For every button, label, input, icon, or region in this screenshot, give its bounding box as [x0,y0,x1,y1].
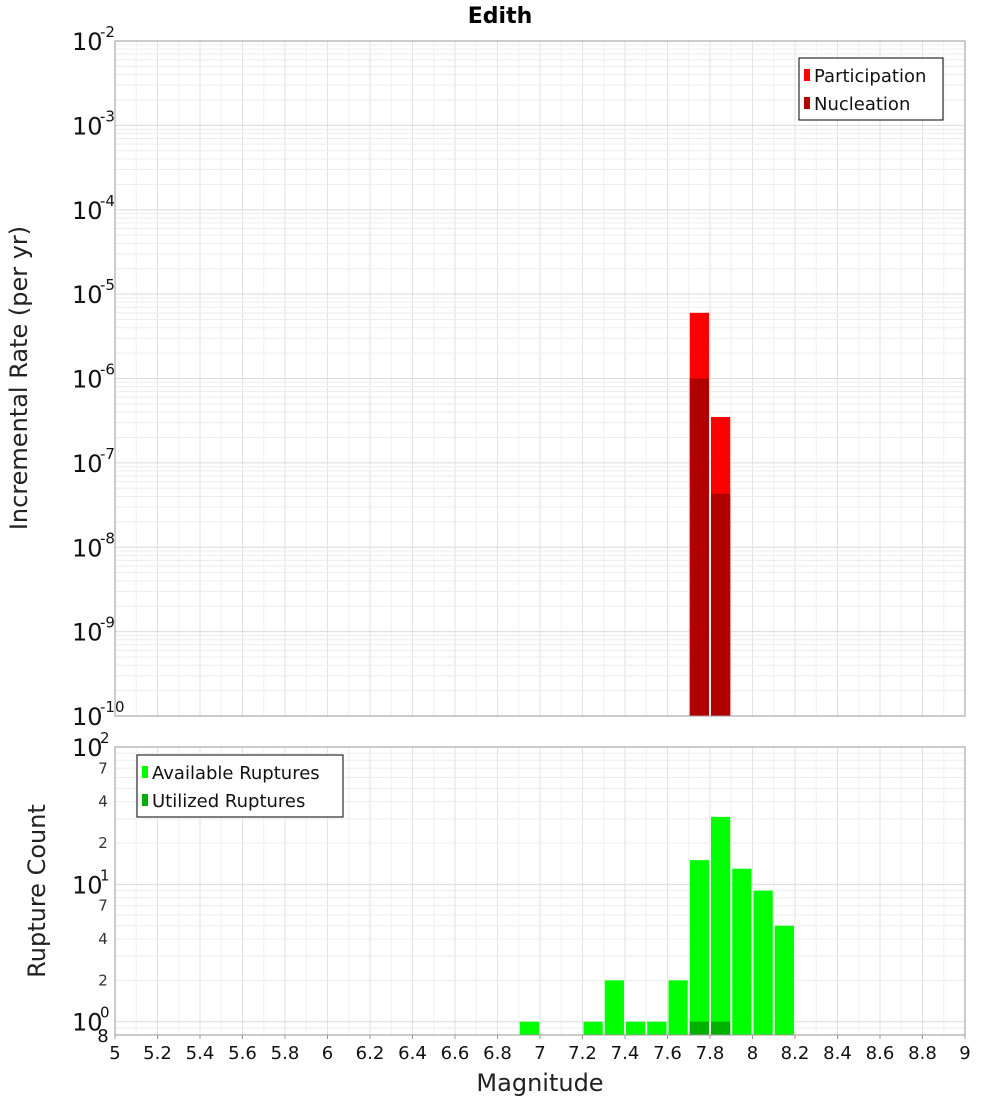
x-tick-label: 9 [959,1043,970,1064]
x-tick-label: 7.4 [611,1043,640,1064]
bottom-y-axis-label: Rupture Count [23,804,51,978]
top-legend-label: Participation [814,66,926,87]
x-tick-label: 6.6 [441,1043,470,1064]
x-tick-label: 5.8 [271,1043,300,1064]
top-y-tick-label: 10 [72,703,103,731]
bottom-bar-available-ruptures [774,925,794,1035]
x-tick-label: 5.6 [228,1043,257,1064]
bottom-y-tick-exponent: 0 [100,1004,110,1022]
x-tick-label: 8.4 [823,1043,852,1064]
top-y-tick-exponent: -3 [100,107,115,125]
bottom-bar-available-ruptures [647,1021,667,1035]
top-y-tick-label: 10 [72,619,103,647]
bottom-bar-available-ruptures [732,868,752,1035]
bottom-legend-label: Utilized Ruptures [152,791,305,812]
bottom-bar-available-ruptures [689,860,709,1035]
top-y-tick-exponent: -9 [100,614,115,632]
bottom-bar-available-ruptures [753,890,773,1035]
top-legend-box [798,57,944,121]
bottom-y-minor-tick-label: 4 [98,930,108,948]
x-tick-label: 5.4 [186,1043,215,1064]
x-tick-label: 7.8 [696,1043,725,1064]
bottom-bar-available-ruptures [519,1021,539,1035]
top-legend-label: Nucleation [814,94,910,115]
bottom-legend-label: Available Ruptures [152,763,320,784]
bottom-y-minor-tick-label: 8 [97,1026,108,1047]
x-axis-label: Magnitude [476,1069,603,1097]
bottom-y-minor-tick-label: 2 [98,834,108,852]
top-y-tick-exponent: -5 [100,276,115,294]
top-y-tick-label: 10 [72,450,103,478]
bottom-y-minor-tick-label: 4 [98,793,108,811]
x-tick-label: 8.2 [781,1043,810,1064]
top-y-tick-exponent: -4 [100,192,115,210]
x-tick-label: 5.2 [143,1043,172,1064]
bottom-bar-utilized-ruptures [689,1021,709,1035]
x-tick-label: 8 [747,1043,758,1064]
x-tick-label: 7.6 [653,1043,682,1064]
x-tick-label: 6 [322,1043,333,1064]
x-tick-label: 6.2 [356,1043,385,1064]
bottom-bar-available-ruptures [668,980,688,1035]
top-legend-swatch [804,69,810,81]
chart-title: Edith [468,4,533,29]
top-y-tick-label: 10 [72,281,103,309]
top-y-tick-exponent: -7 [100,445,115,463]
x-tick-label: 5 [109,1043,120,1064]
bottom-y-tick-label: 10 [72,1009,103,1037]
top-y-tick-exponent: -8 [100,529,115,547]
bottom-bar-utilized-ruptures [711,1021,731,1035]
bottom-bar-available-ruptures [604,980,624,1035]
top-bar-nucleation [689,378,709,716]
top-y-tick-exponent: -2 [100,23,115,41]
x-tick-label: 6.8 [483,1043,512,1064]
top-y-tick-exponent: -10 [100,698,125,716]
bottom-y-tick-label: 10 [72,871,103,899]
bottom-bar-available-ruptures [711,816,731,1035]
bottom-bar-available-ruptures [626,1021,646,1035]
bottom-legend-swatch [142,794,148,806]
top-y-tick-label: 10 [72,366,103,394]
bottom-legend-box [136,754,344,818]
bottom-y-tick-exponent: 1 [100,866,110,884]
bottom-y-tick-exponent: 2 [100,729,110,747]
top-y-tick-exponent: -6 [100,361,115,379]
top-y-axis-label: Incremental Rate (per yr) [5,226,33,530]
top-y-tick-label: 10 [72,197,103,225]
bottom-y-minor-tick-label: 2 [98,971,108,989]
top-plot-frame [114,40,966,717]
x-tick-label: 8.6 [866,1043,895,1064]
x-tick-label: 8.8 [908,1043,937,1064]
top-y-tick-label: 10 [72,112,103,140]
bottom-y-tick-label: 10 [72,734,103,762]
bottom-y-minor-tick-label: 7 [98,897,108,915]
top-legend-swatch [804,97,810,109]
top-y-tick-label: 10 [72,534,103,562]
incremental-rate-chart: 10-1010-910-810-710-610-510-410-310-2Par… [72,23,966,731]
x-tick-label: 7 [534,1043,545,1064]
x-tick-label: 7.2 [568,1043,597,1064]
bottom-bar-available-ruptures [583,1021,603,1035]
x-tick-label: 6.4 [398,1043,427,1064]
top-bar-nucleation [711,493,731,716]
top-y-tick-label: 10 [72,28,103,56]
bottom-legend-swatch [142,766,148,778]
bottom-y-minor-tick-label: 7 [98,759,108,777]
